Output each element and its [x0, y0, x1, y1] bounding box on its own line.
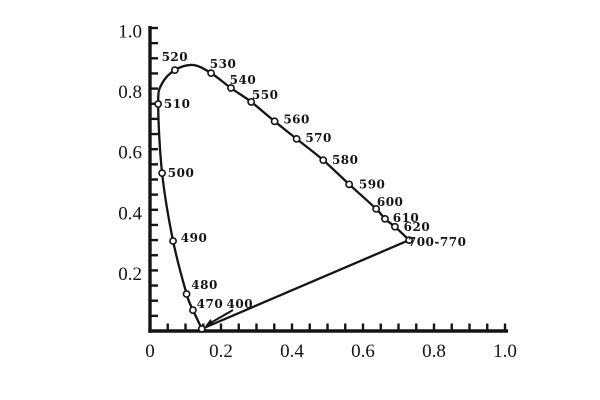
wavelength-marker	[207, 69, 215, 78]
wavelength-label: 400	[227, 297, 254, 311]
wavelength-marker	[170, 66, 179, 75]
wavelength-marker	[158, 169, 166, 178]
y-tick-label: 0.4	[118, 203, 142, 224]
wavelength-label: 590	[359, 177, 386, 191]
wavelength-marker	[154, 100, 163, 108]
wavelength-marker	[372, 204, 381, 213]
x-tick-label: 0.6	[351, 341, 375, 362]
wavelength-label: 620	[404, 220, 431, 234]
wavelength-label: 610	[393, 211, 420, 225]
wavelength-label: 500	[168, 166, 195, 180]
wavelength-label: 570	[305, 131, 332, 145]
wavelength-label: 470	[197, 297, 224, 311]
wavelength-label: 600	[377, 195, 404, 209]
wavelength-marker	[227, 84, 235, 92]
wavelength-marker	[189, 306, 197, 314]
y-tick-label: 0.2	[118, 264, 142, 285]
x-tick-label: 1.0	[493, 341, 517, 362]
wavelength-label: 520	[162, 50, 189, 64]
x-tick-label: 0.4	[280, 341, 304, 362]
wavelength-marker	[405, 236, 414, 244]
wavelength-label: 510	[164, 97, 191, 111]
wavelength-label: 540	[230, 73, 257, 87]
x-tick-label: 0.2	[209, 341, 233, 362]
wavelength-marker	[270, 117, 279, 126]
wavelength-marker	[169, 237, 177, 245]
wavelength-marker	[391, 222, 399, 231]
wavelength-label: 580	[332, 153, 359, 167]
purple-boundary-line	[201, 239, 410, 330]
wavelength-marker	[381, 214, 389, 223]
wavelength-marker	[182, 290, 191, 298]
wavelength-marker	[247, 98, 256, 106]
x-tick-label: 0	[145, 341, 155, 362]
y-tick-label: 1.0	[118, 22, 142, 43]
label-arrowhead-icon	[205, 319, 214, 326]
x-tick-label: 0.8	[422, 341, 446, 362]
wavelength-label: 530	[210, 57, 237, 71]
wavelength-marker	[319, 156, 328, 165]
wavelength-marker	[345, 180, 354, 189]
wavelength-marker	[197, 324, 206, 333]
wavelength-label: 480	[191, 278, 218, 292]
wavelength-label: 700-770	[408, 235, 467, 249]
y-tick-label: 0.6	[118, 143, 142, 164]
wavelength-marker	[292, 134, 301, 143]
y-tick-label: 0.8	[118, 82, 142, 103]
wavelength-label: 490	[181, 231, 208, 245]
wavelength-label: 550	[252, 88, 279, 102]
wavelength-label: 560	[283, 112, 310, 126]
